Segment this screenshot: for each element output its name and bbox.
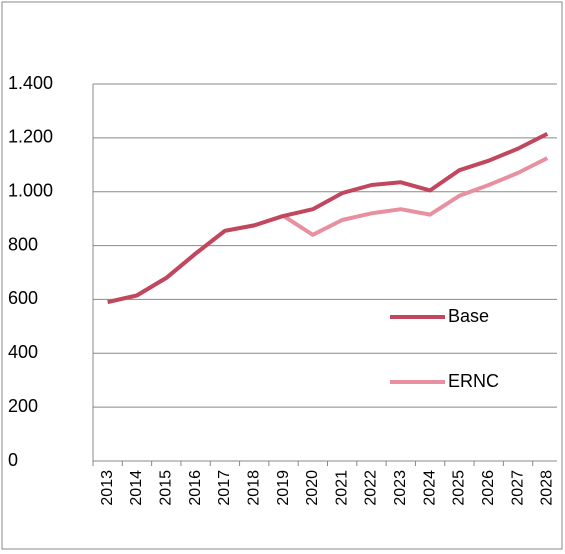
- y-tick-label: 800: [8, 234, 38, 254]
- x-tick-label: 2013: [99, 470, 116, 506]
- x-tick-label: 2015: [158, 470, 175, 506]
- x-tick-label: 2023: [392, 470, 409, 506]
- legend-label: ERNC: [448, 371, 499, 391]
- series-line: [107, 132, 549, 305]
- y-tick-label: 1.400: [8, 73, 53, 93]
- x-tick-label: 2016: [187, 470, 204, 506]
- y-tick-label: 400: [8, 342, 38, 362]
- y-tick-label: 1.200: [8, 127, 53, 147]
- series-line: [107, 156, 549, 305]
- x-tick-label: 2026: [480, 470, 497, 506]
- x-tick-label: 2020: [304, 470, 321, 506]
- x-tick-label: 2018: [245, 470, 262, 506]
- x-tick-label: 2022: [363, 470, 380, 506]
- y-tick-label: 1.000: [8, 180, 53, 200]
- x-tick-label: 2017: [216, 470, 233, 506]
- legend-label: Base: [448, 306, 489, 326]
- x-tick-label: 2024: [421, 470, 438, 506]
- x-tick-label: 2014: [128, 470, 145, 506]
- x-tick-label: 2028: [539, 470, 556, 506]
- y-tick-label: 200: [8, 396, 38, 416]
- x-tick-label: 2025: [451, 470, 468, 506]
- x-tick-label: 2027: [509, 470, 526, 506]
- x-tick-label: 2019: [275, 470, 292, 506]
- x-tick-label: 2021: [333, 470, 350, 506]
- y-tick-label: 0: [8, 450, 18, 470]
- y-tick-label: 600: [8, 288, 38, 308]
